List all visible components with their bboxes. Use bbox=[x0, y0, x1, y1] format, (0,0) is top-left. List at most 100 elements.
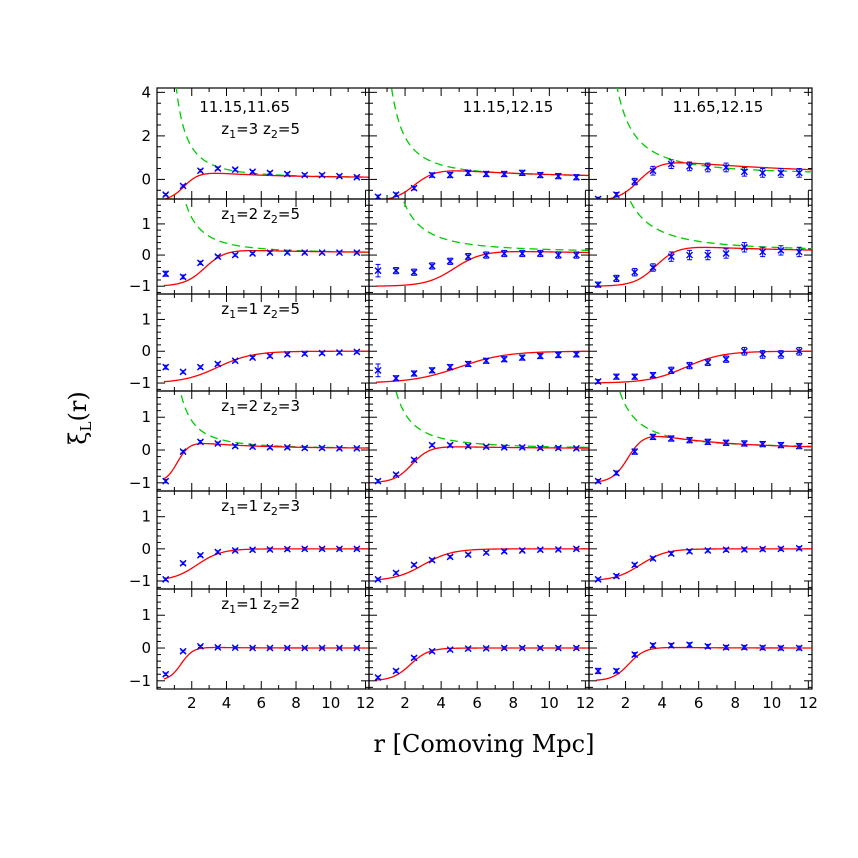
reference-curve bbox=[183, 199, 369, 253]
data-point bbox=[594, 477, 602, 485]
data-point bbox=[249, 250, 257, 258]
x-tick-label: 8 bbox=[730, 694, 740, 712]
panel-row5-col3 bbox=[588, 490, 813, 590]
panel-frame bbox=[368, 293, 590, 392]
data-point bbox=[795, 246, 803, 258]
panel-row5-col1: −1 0 1 z1=1 z2=3 bbox=[129, 490, 370, 590]
reference-curve bbox=[618, 391, 812, 447]
data-point bbox=[518, 546, 526, 554]
x-tick-label: 4 bbox=[657, 694, 667, 712]
reference-curve bbox=[395, 391, 589, 449]
data-point bbox=[283, 644, 291, 652]
data-point bbox=[500, 355, 508, 363]
column-label-3: 11.65,12.15 bbox=[673, 98, 764, 116]
data-point bbox=[162, 270, 170, 278]
model-curve bbox=[163, 646, 369, 680]
model-curve bbox=[596, 646, 812, 681]
data-point bbox=[392, 374, 400, 382]
data-point bbox=[353, 348, 361, 356]
data-point bbox=[428, 441, 436, 449]
data-point bbox=[704, 438, 712, 446]
data-point bbox=[667, 641, 675, 649]
row-label: z1=1 z2=5 bbox=[221, 300, 300, 321]
data-point bbox=[759, 168, 767, 178]
x-tick-label: 12 bbox=[356, 694, 375, 712]
data-point bbox=[196, 642, 204, 650]
data-point bbox=[554, 444, 562, 452]
data-point bbox=[335, 644, 343, 652]
data-point bbox=[392, 191, 400, 199]
data-point bbox=[374, 674, 382, 682]
panel-row1-col3 bbox=[588, 87, 813, 200]
panel-plot-area bbox=[162, 391, 369, 485]
data-point bbox=[249, 443, 257, 451]
reference-curve bbox=[616, 88, 812, 173]
data-point bbox=[214, 643, 222, 651]
row-label: z1=1 z2=3 bbox=[221, 497, 300, 518]
panel-frame bbox=[368, 588, 590, 690]
data-point bbox=[428, 262, 436, 270]
data-point bbox=[231, 251, 239, 259]
data-point bbox=[162, 477, 170, 485]
y-tick-label: −1 bbox=[129, 474, 151, 492]
data-point bbox=[649, 263, 657, 272]
panel-plot-area bbox=[374, 199, 589, 287]
data-point bbox=[266, 545, 274, 553]
data-point bbox=[464, 442, 472, 450]
data-point bbox=[740, 242, 748, 253]
panel-plot-area bbox=[162, 545, 369, 583]
panel-row2-col2 bbox=[368, 198, 590, 295]
data-point bbox=[536, 249, 544, 258]
data-point bbox=[214, 548, 222, 556]
data-point bbox=[759, 246, 767, 258]
data-point bbox=[795, 442, 803, 450]
data-point bbox=[686, 161, 694, 172]
panel-plot-area bbox=[162, 642, 369, 680]
data-point bbox=[722, 248, 730, 259]
data-point bbox=[283, 170, 291, 178]
x-tick-label: 6 bbox=[472, 694, 482, 712]
data-point bbox=[283, 249, 291, 257]
panel-plot-area bbox=[594, 641, 812, 681]
data-point bbox=[179, 368, 187, 376]
data-point bbox=[500, 249, 508, 258]
data-point bbox=[428, 556, 436, 564]
y-tick-label: 0 bbox=[141, 441, 151, 459]
data-point bbox=[335, 172, 343, 180]
data-point bbox=[704, 358, 712, 367]
data-point bbox=[214, 253, 222, 261]
data-point bbox=[266, 249, 274, 257]
data-point bbox=[740, 346, 748, 356]
x-tick-label: 4 bbox=[222, 694, 232, 712]
data-point bbox=[428, 171, 436, 179]
panel-plot-area bbox=[594, 346, 812, 385]
data-point bbox=[667, 159, 675, 170]
data-point bbox=[410, 370, 418, 378]
data-point bbox=[374, 263, 382, 278]
panel-plot-area bbox=[162, 348, 369, 383]
x-tick-label: 4 bbox=[436, 694, 446, 712]
model-curve bbox=[376, 548, 589, 581]
column-label-2: 11.15,12.15 bbox=[463, 98, 554, 116]
data-point bbox=[196, 438, 204, 446]
data-point bbox=[179, 273, 187, 281]
data-point bbox=[231, 166, 239, 174]
data-point bbox=[335, 444, 343, 452]
data-point bbox=[612, 191, 620, 199]
data-point bbox=[266, 352, 274, 360]
data-point bbox=[266, 169, 274, 177]
data-point bbox=[740, 439, 748, 447]
data-point bbox=[594, 195, 602, 199]
data-point bbox=[518, 443, 526, 451]
data-point bbox=[777, 644, 785, 652]
data-point bbox=[318, 249, 326, 257]
model-curve bbox=[596, 548, 812, 581]
data-point bbox=[318, 545, 326, 553]
data-point bbox=[777, 168, 785, 178]
model-curve bbox=[163, 172, 369, 199]
data-point bbox=[612, 469, 620, 477]
data-point bbox=[612, 572, 620, 580]
panel-row2-col3 bbox=[588, 198, 813, 295]
row-label: z1=3 z2=5 bbox=[221, 120, 300, 141]
data-point bbox=[740, 643, 748, 651]
